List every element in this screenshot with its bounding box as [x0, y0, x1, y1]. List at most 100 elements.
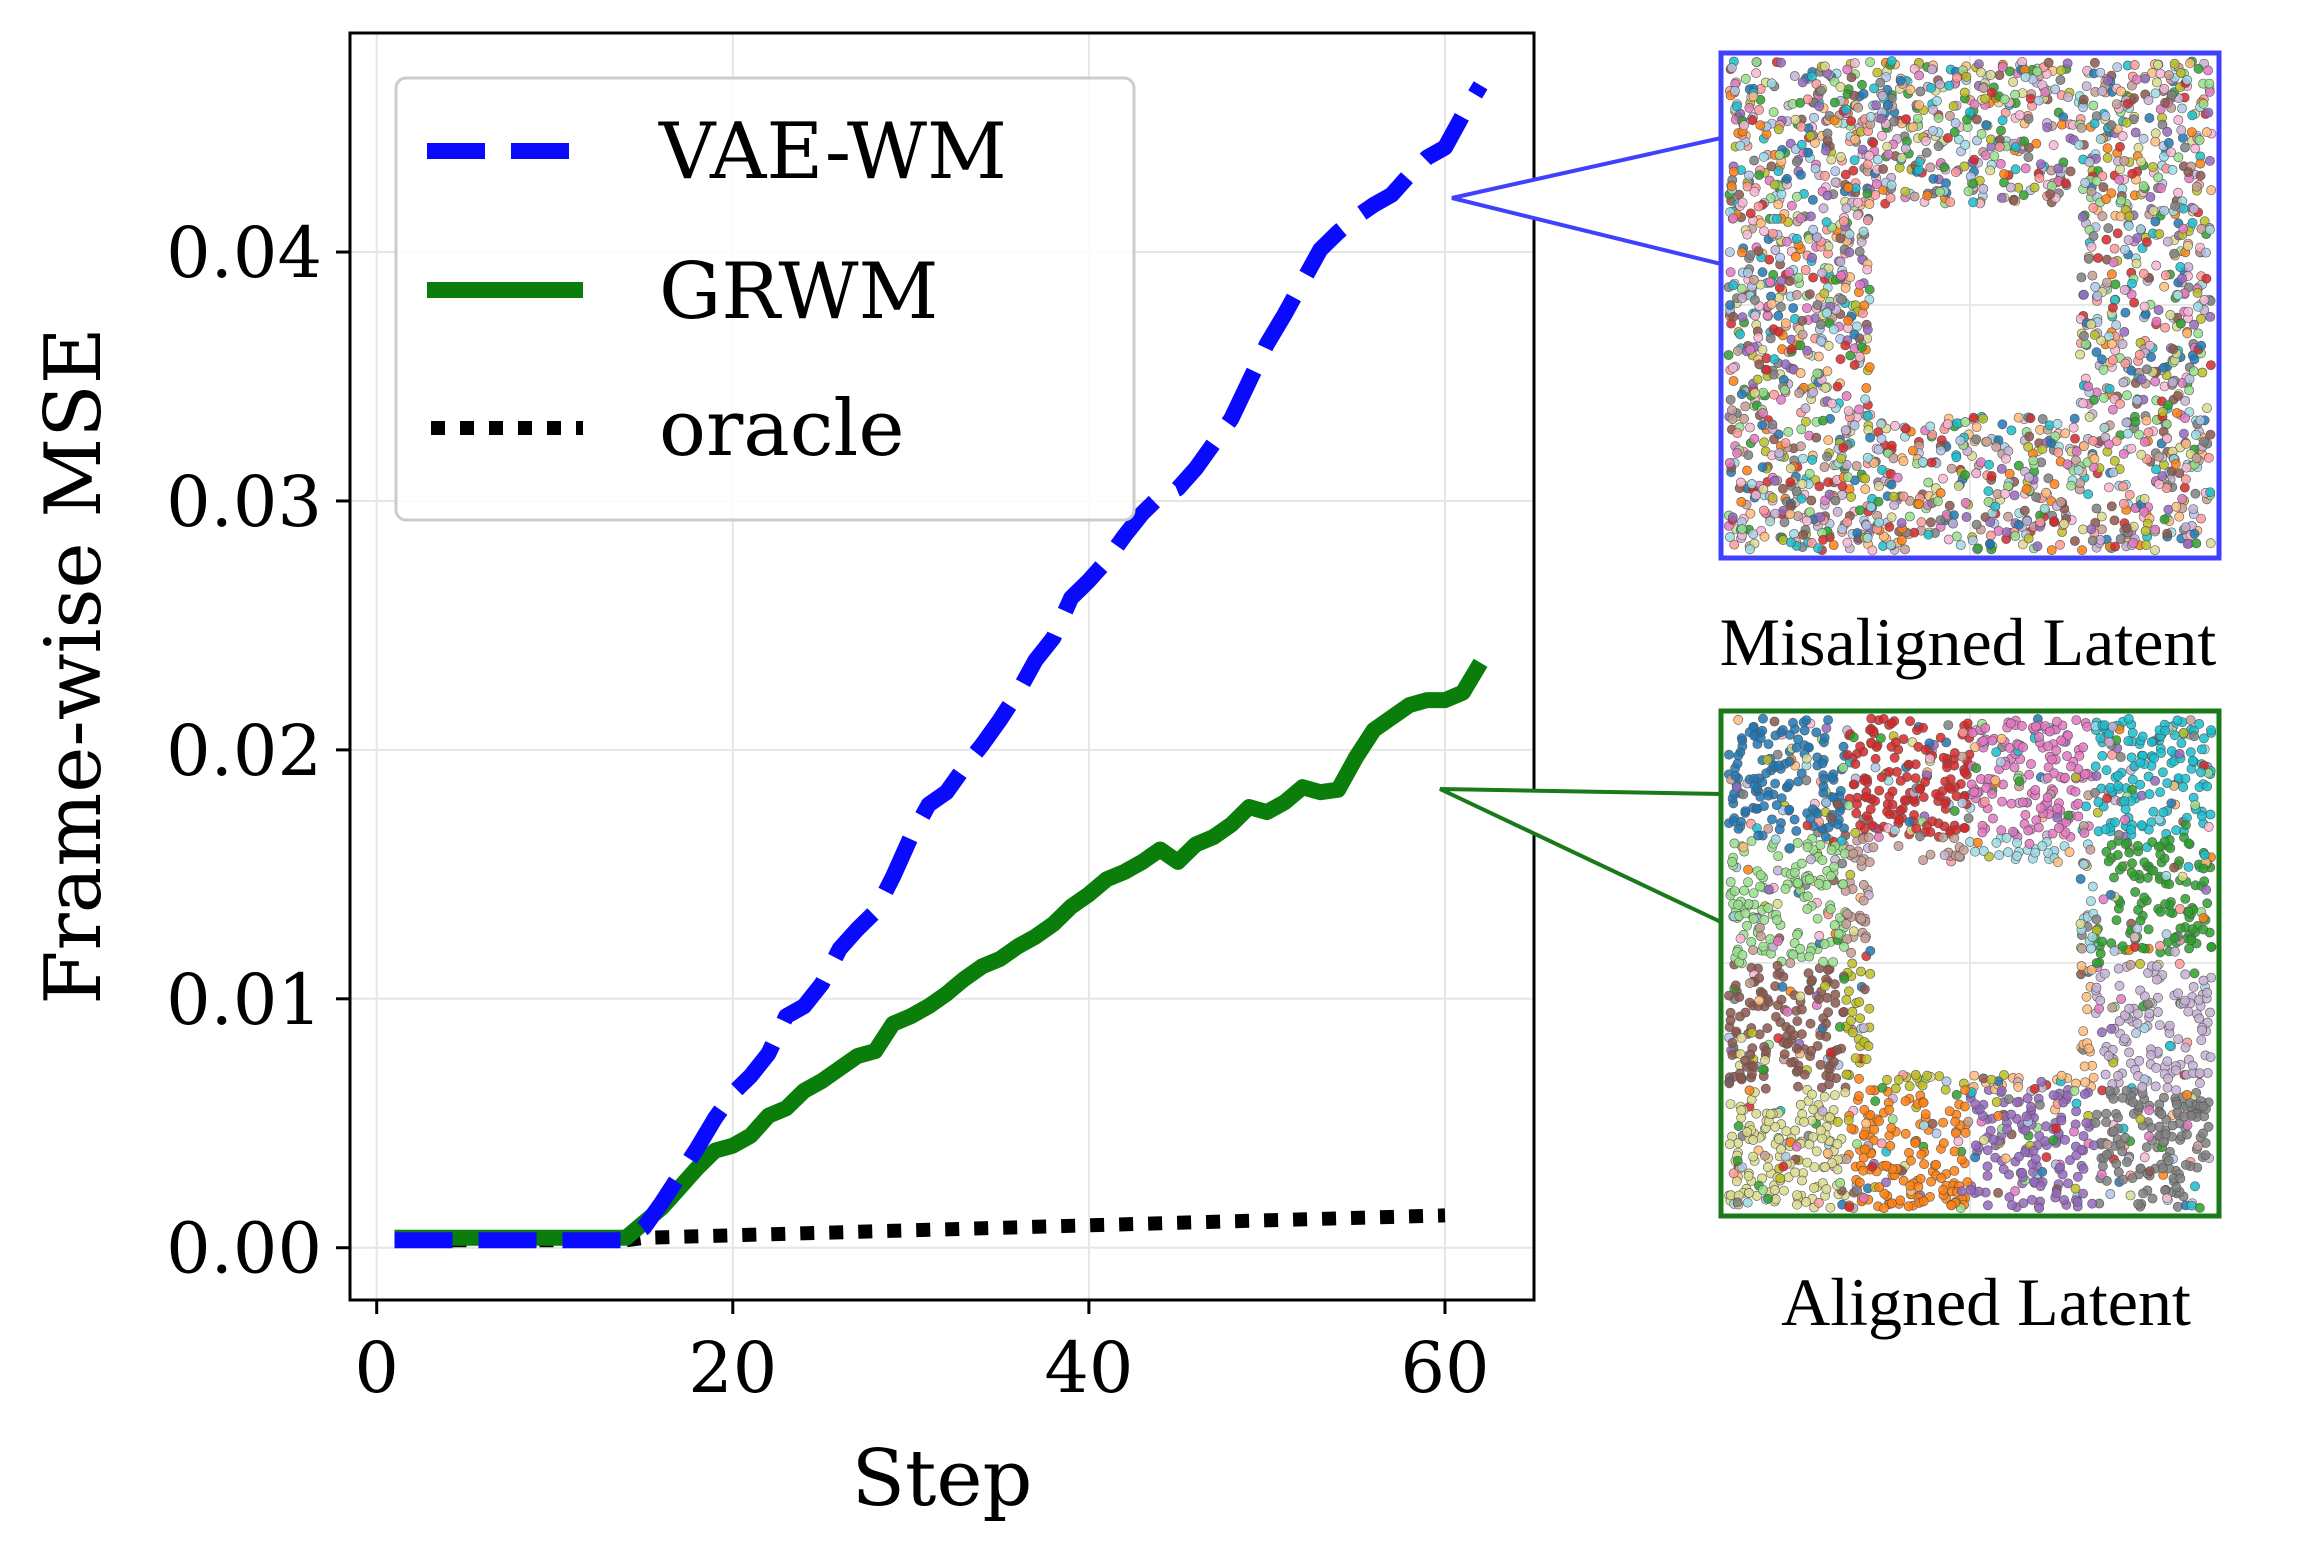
scatter-point	[1861, 792, 1872, 803]
scatter-point	[1939, 850, 1950, 861]
scatter-point	[1751, 68, 1761, 79]
scatter-point	[1908, 122, 1918, 132]
misaligned-panel-label: Misaligned Latent	[1720, 604, 2217, 680]
scatter-point	[1806, 211, 1816, 222]
scatter-point	[1804, 985, 1815, 996]
scatter-point	[2059, 1195, 2069, 1205]
scatter-point	[2123, 714, 2134, 724]
scatter-point	[1750, 310, 1761, 321]
scatter-point	[2165, 309, 2176, 320]
scatter-point	[1849, 360, 1860, 370]
scatter-point	[1796, 493, 1807, 504]
scatter-point	[1849, 329, 1860, 340]
scatter-point	[1914, 499, 1924, 509]
scatter-point	[1835, 151, 1846, 162]
scatter-point	[1853, 102, 1863, 113]
scatter-point	[2178, 428, 2189, 439]
scatter-point	[1962, 718, 1973, 729]
scatter-point	[1822, 451, 1832, 462]
scatter-point	[2190, 800, 2201, 810]
scatter-point	[1794, 388, 1805, 398]
scatter-point	[2119, 1033, 2130, 1044]
scatter-point	[1830, 1090, 1840, 1100]
scatter-point	[2156, 748, 2166, 758]
scatter-point	[1821, 797, 1832, 808]
scatter-point	[1884, 767, 1895, 777]
scatter-point	[1835, 81, 1846, 92]
scatter-point	[2126, 752, 2137, 763]
scatter-point	[1878, 714, 1889, 724]
scatter-point	[1742, 1127, 1752, 1137]
scatter-point	[1900, 143, 1911, 154]
scatter-point	[2127, 168, 2138, 179]
scatter-point	[1815, 840, 1826, 850]
scatter-point	[1963, 186, 1974, 197]
scatter-point	[2094, 1003, 2104, 1014]
scatter-point	[1920, 1109, 1931, 1119]
scatter-point	[1735, 140, 1746, 151]
scatter-point	[2127, 784, 2137, 795]
scatter-point	[2053, 163, 2064, 174]
scatter-point	[2070, 786, 2081, 797]
scatter-point	[2098, 392, 2109, 403]
scatter-point	[1766, 299, 1777, 309]
scatter-point	[2048, 1090, 2059, 1100]
scatter-point	[1862, 324, 1873, 335]
scatter-point	[1733, 824, 1744, 834]
scatter-point	[1754, 105, 1764, 115]
scatter-point	[1978, 736, 1989, 746]
scatter-point	[1800, 403, 1811, 414]
scatter-point	[2098, 894, 2109, 905]
scatter-point	[1815, 512, 1826, 523]
scatter-point	[2026, 759, 2036, 769]
scatter-point	[2174, 468, 2185, 479]
scatter-point	[1737, 950, 1748, 960]
scatter-point	[1731, 782, 1742, 793]
scatter-point	[2051, 745, 2062, 756]
scatter-point	[2132, 923, 2143, 934]
scatter-point	[2115, 141, 2125, 152]
scatter-point	[1761, 364, 1772, 375]
scatter-point	[1841, 995, 1852, 1005]
scatter-point	[2144, 1131, 2154, 1142]
scatter-point	[1745, 250, 1756, 261]
scatter-point	[2102, 1139, 2113, 1150]
scatter-point	[2144, 113, 2155, 123]
scatter-point	[1730, 86, 1740, 96]
scatter-point	[2148, 205, 2159, 216]
scatter-point	[1950, 118, 1961, 129]
scatter-point	[1826, 845, 1837, 855]
scatter-point	[1921, 147, 1932, 158]
scatter-point	[2079, 330, 2089, 341]
scatter-point	[1854, 1073, 1864, 1084]
scatter-point	[1753, 1145, 1764, 1156]
scatter-point	[1734, 992, 1745, 1002]
scatter-point	[1941, 1076, 1952, 1087]
scatter-point	[2173, 115, 2184, 125]
scatter-point	[1797, 1029, 1807, 1040]
scatter-point	[1944, 1106, 1955, 1116]
scatter-point	[2098, 182, 2109, 193]
scatter-point	[1728, 213, 1738, 224]
scatter-point	[1886, 1122, 1897, 1133]
scatter-point	[1886, 512, 1897, 523]
scatter-point	[2162, 126, 2173, 137]
scatter-point	[2123, 235, 2134, 245]
scatter-point	[1879, 1188, 1890, 1199]
scatter-point	[2037, 414, 2048, 424]
scatter-point	[1796, 1004, 1807, 1015]
scatter-point	[1901, 114, 1911, 124]
y-tick-label: 0.04	[166, 212, 322, 294]
scatter-point	[1854, 351, 1865, 362]
scatter-point	[1761, 768, 1772, 779]
scatter-point	[2180, 820, 2191, 831]
scatter-point	[2003, 847, 2013, 858]
scatter-point	[2127, 727, 2138, 738]
scatter-point	[2023, 113, 2034, 124]
scatter-point	[2116, 195, 2127, 206]
scatter-point	[2179, 482, 2190, 493]
scatter-point	[2153, 172, 2164, 183]
scatter-point	[2166, 90, 2177, 100]
scatter-point	[2173, 290, 2183, 301]
scatter-point	[1755, 120, 1766, 130]
